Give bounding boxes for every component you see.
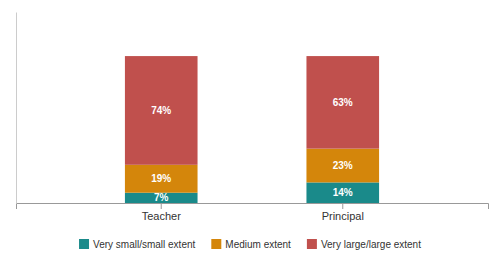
bar-segment: [306, 149, 379, 183]
legend-label: Very large/large extent: [321, 239, 421, 250]
legend-item: Very small/small extent: [79, 239, 195, 250]
legend-label: Very small/small extent: [93, 239, 195, 250]
x-axis: Teacher Principal: [17, 203, 489, 222]
x-axis-line: [17, 204, 489, 210]
bars: [125, 56, 379, 203]
data-label: 7%: [154, 192, 169, 203]
legend-item: Medium extent: [211, 239, 291, 250]
bar-segment: [306, 182, 379, 203]
plot-area: Teacher Principal 7% 14% 19% 23% 74% 63%: [17, 13, 489, 222]
x-tick-label: Teacher: [142, 210, 181, 222]
legend-label: Medium extent: [225, 239, 291, 250]
data-labels: 7% 14% 19% 23% 74% 63%: [151, 97, 353, 204]
legend: Very small/small extent Medium extent Very…: [79, 239, 421, 250]
x-tick: Teacher: [142, 203, 181, 222]
legend-swatch: [79, 239, 89, 249]
x-tick: Principal: [322, 203, 364, 222]
bar-segment: [125, 56, 198, 165]
bar-segment: [125, 193, 198, 203]
legend-swatch: [307, 239, 317, 249]
data-label: 63%: [333, 97, 353, 108]
legend-swatch: [211, 239, 221, 249]
x-tick-mark: [161, 203, 162, 209]
data-label: 23%: [333, 160, 353, 171]
x-tick-mark: [342, 203, 343, 209]
data-label: 74%: [151, 105, 171, 116]
bar-segment: [306, 56, 379, 149]
legend-item: Very large/large extent: [307, 239, 421, 250]
y-axis-line: [16, 13, 17, 204]
chart-container: Teacher Principal 7% 14% 19% 23% 74% 63% Very sm…: [0, 0, 500, 258]
x-tick-label: Principal: [322, 210, 364, 222]
chart-svg: Teacher Principal 7% 14% 19% 23% 74% 63% Very sm…: [0, 0, 500, 258]
data-label: 14%: [333, 187, 353, 198]
bar-segment: [125, 165, 198, 193]
data-label: 19%: [151, 173, 171, 184]
y-axis: [16, 13, 17, 204]
